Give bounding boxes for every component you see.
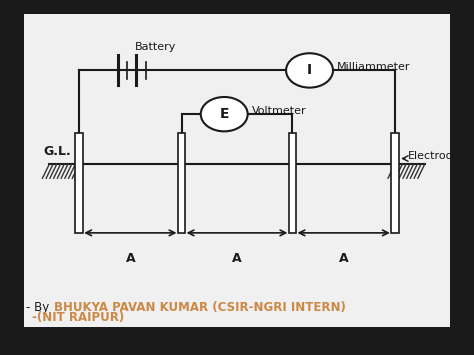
- Bar: [289, 133, 296, 233]
- Bar: [391, 133, 399, 233]
- Text: A: A: [232, 252, 242, 264]
- Text: G.L.: G.L.: [43, 145, 71, 158]
- Bar: [178, 133, 185, 233]
- Text: A: A: [126, 252, 135, 264]
- Text: - By: - By: [26, 301, 53, 313]
- Text: Milliammeter: Milliammeter: [337, 62, 411, 72]
- Text: Battery: Battery: [135, 42, 176, 52]
- Bar: [75, 133, 83, 233]
- Circle shape: [286, 53, 333, 88]
- Text: -(NIT RAIPUR): -(NIT RAIPUR): [32, 311, 125, 324]
- Text: Electrode: Electrode: [408, 151, 460, 161]
- Text: I: I: [307, 64, 312, 77]
- Circle shape: [201, 97, 247, 131]
- Text: E: E: [219, 107, 229, 121]
- Text: BHUKYA PAVAN KUMAR (CSIR-NGRI INTERN): BHUKYA PAVAN KUMAR (CSIR-NGRI INTERN): [54, 301, 346, 313]
- Text: Voltmeter: Voltmeter: [252, 106, 307, 116]
- Text: A: A: [339, 252, 348, 264]
